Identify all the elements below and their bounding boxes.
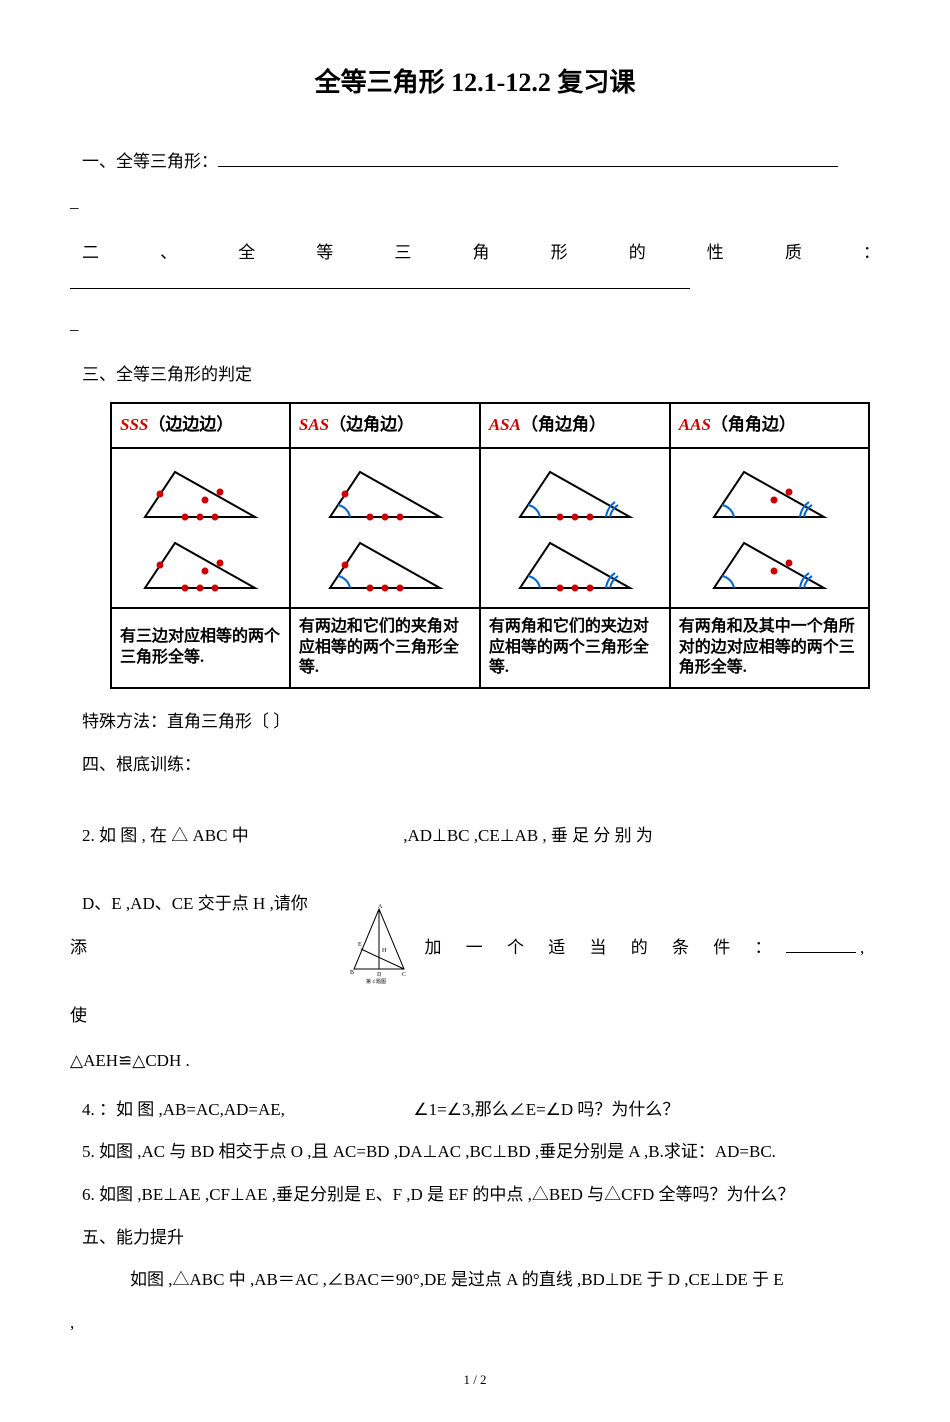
q4-tail: ∠1=∠3,那么∠E=∠D 吗？为什么？ bbox=[413, 1100, 679, 1119]
diagram-sss bbox=[111, 448, 290, 608]
q2-part3: D、E ,AD、CE 交于点 H ,请你添 bbox=[70, 882, 320, 970]
q2-figure bbox=[261, 792, 391, 882]
header-aas: AAS（角角边） bbox=[670, 403, 869, 448]
section-2-label: 二、全等三角形的性质： bbox=[82, 243, 880, 262]
header-asa: ASA（角边角） bbox=[480, 403, 670, 448]
aas-triangle-2 bbox=[694, 533, 844, 593]
svg-text:A: A bbox=[378, 904, 383, 910]
q2-blank bbox=[786, 952, 856, 953]
question-ability: 如图 ,△ABC 中 ,AB＝AC ,∠BAC＝90°,DE 是过点 A 的直线… bbox=[70, 1265, 880, 1296]
diagram-aas bbox=[670, 448, 869, 608]
special-method: 特殊方法：直角三角形〔 〕 bbox=[70, 707, 880, 738]
question-4: 4. ：如 图 ,AB=AC,AD=AE, ∠1=∠3,那么∠E=∠D 吗？为什… bbox=[70, 1095, 880, 1126]
section-4: 四、根底训练： bbox=[70, 750, 880, 781]
sss-triangle-2 bbox=[125, 533, 275, 593]
svg-text:E: E bbox=[358, 942, 362, 948]
header-sss: SSS（边边边） bbox=[111, 403, 290, 448]
header-sas: SAS（边角边） bbox=[290, 403, 480, 448]
diagram-asa bbox=[480, 448, 670, 608]
svg-text:B: B bbox=[350, 970, 354, 976]
desc-sss: 有三边对应相等的两个三角形全等. bbox=[111, 608, 290, 688]
diagram-sas bbox=[290, 448, 480, 608]
sas-triangle-2 bbox=[310, 533, 460, 593]
sas-triangle-1 bbox=[310, 462, 460, 522]
aas-triangle-1 bbox=[694, 462, 844, 522]
question-2: 2. 如 图 , 在 △ ABC 中 ,AD⊥BC ,CE⊥AB , 垂 足 分… bbox=[70, 792, 880, 1083]
question-5: 5. 如图 ,AC 与 BD 相交于点 O ,且 AC=BD ,DA⊥AC ,B… bbox=[70, 1137, 880, 1168]
blank-line-1 bbox=[218, 166, 838, 167]
desc-aas: 有两角和及其中一个角所对的边对应相等的两个三角形全等. bbox=[670, 608, 869, 688]
q2-part1: 2. 如 图 , 在 △ ABC 中 bbox=[82, 826, 249, 845]
page-number: 1 / 2 bbox=[70, 1368, 880, 1391]
svg-text:H: H bbox=[382, 948, 387, 954]
section-5: 五、能力提升 bbox=[70, 1223, 880, 1254]
q2-part2: ,AD⊥BC ,CE⊥AB , 垂 足 分 别 为 bbox=[403, 826, 653, 845]
q2-figure-svg: A B D C E H 第 4 题图 bbox=[332, 904, 412, 994]
congruence-table: SSS（边边边） SAS（边角边） ASA（角边角） AAS（角角边） bbox=[110, 402, 880, 689]
q2-part4: 加 一 个 适 当 的 条 件 ： bbox=[425, 938, 782, 957]
asa-triangle-2 bbox=[500, 533, 650, 593]
section-1-label: 一、全等三角形： bbox=[82, 152, 218, 171]
asa-triangle-1 bbox=[500, 462, 650, 522]
q2-part6: △AEH≌△CDH . bbox=[70, 1051, 190, 1070]
section-2: 二、全等三角形的性质： bbox=[70, 238, 880, 299]
blank-line-2 bbox=[70, 288, 690, 289]
q-ability-tail: , bbox=[70, 1308, 880, 1339]
section-3: 三、全等三角形的判定 bbox=[70, 360, 880, 391]
underscore-1: _ bbox=[70, 187, 880, 218]
svg-text:D: D bbox=[377, 972, 382, 978]
underscore-2: _ bbox=[70, 309, 880, 340]
svg-text:C: C bbox=[402, 972, 406, 978]
sss-triangle-1 bbox=[125, 462, 275, 522]
desc-asa: 有两角和它们的夹边对应相等的两个三角形全等. bbox=[480, 608, 670, 688]
desc-sas: 有两边和它们的夹角对应相等的两个三角形全等. bbox=[290, 608, 480, 688]
question-6: 6. 如图 ,BE⊥AE ,CF⊥AE ,垂足分别是 E、F ,D 是 EF 的… bbox=[70, 1180, 880, 1211]
q-ability-text: 如图 ,△ABC 中 ,AB＝AC ,∠BAC＝90°,DE 是过点 A 的直线… bbox=[130, 1270, 784, 1289]
page-title: 全等三角形 12.1-12.2 复习课 bbox=[70, 60, 880, 107]
svg-text:第 4 题图: 第 4 题图 bbox=[366, 978, 386, 984]
section-1: 一、全等三角形： bbox=[70, 147, 880, 178]
q4-part1: 4. ：如 图 ,AB=AC,AD=AE, bbox=[82, 1100, 285, 1119]
